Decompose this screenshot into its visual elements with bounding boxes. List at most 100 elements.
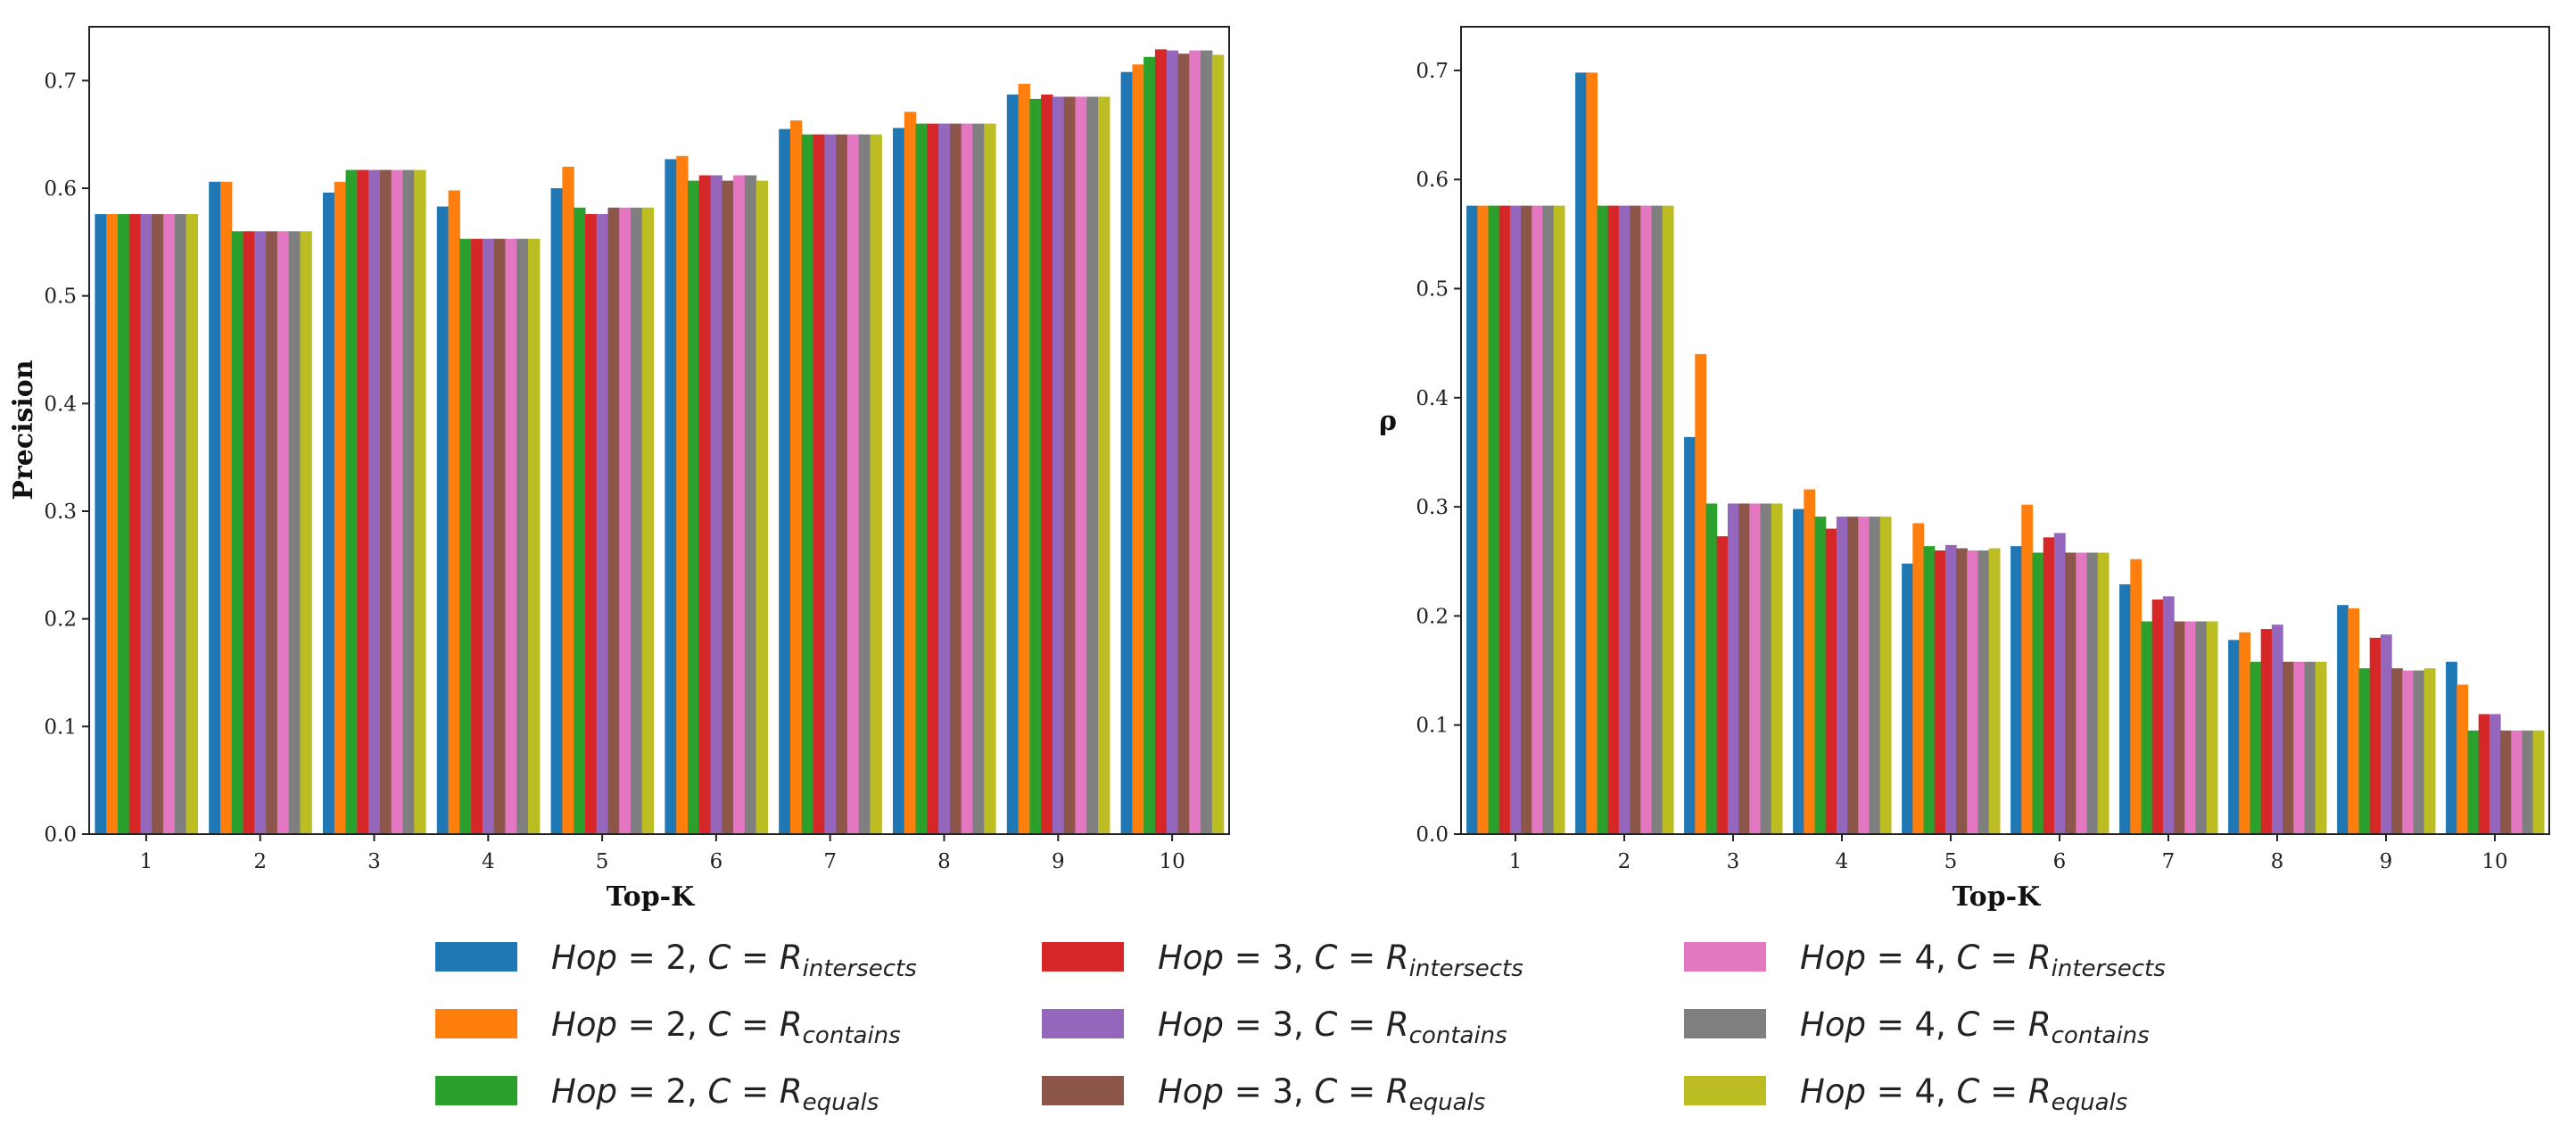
bar-precision-k7-series4: [813, 134, 825, 835]
bar-rho-k1-series5: [1509, 205, 1522, 834]
bar-rho-k5-series5: [1944, 544, 1957, 834]
y-tick-label: 0.1: [1416, 715, 1449, 738]
y-tick-label: 0.3: [44, 500, 77, 524]
y-tick-label: 0.6: [1416, 169, 1449, 192]
bar-rho-k1-series3: [1488, 205, 1500, 834]
bar-precision-k4-series6: [493, 238, 507, 835]
bar-rho-k5-series1: [1902, 563, 1913, 834]
bar-precision-k6-series5: [710, 175, 722, 834]
bar-rho-k7-series5: [2162, 596, 2175, 834]
bar-precision-k9-series4: [1041, 95, 1053, 834]
legend-swatch: [1684, 1009, 1766, 1038]
bar-rho-k10-series1: [2446, 661, 2457, 834]
bar-rho-k9-series8: [2413, 670, 2425, 834]
bar-precision-k2-series5: [254, 231, 267, 834]
bar-rho-k9-series1: [2337, 605, 2349, 834]
bar-precision-k3-series3: [345, 170, 358, 835]
bar-rho-k5-series9: [1988, 548, 2001, 834]
bar-rho-k5-series6: [1956, 548, 1968, 834]
bar-rho-k8-series1: [2228, 640, 2240, 834]
plot-frame: [88, 26, 1230, 835]
bar-rho-k4-series5: [1836, 517, 1848, 834]
x-tick-label: 10: [2481, 850, 2507, 873]
bar-precision-k2-series4: [243, 231, 255, 834]
bar-precision-k2-series7: [277, 231, 290, 834]
bar-precision-k6-series6: [722, 180, 734, 835]
bar-precision-k5-series2: [562, 166, 574, 834]
y-tick-label: 0.0: [44, 823, 77, 847]
bar-precision-k5-series4: [584, 213, 598, 834]
y-tick-label: 0.7: [44, 70, 77, 93]
bar-rho-k6-series7: [2076, 552, 2088, 834]
bar-precision-k10-series7: [1189, 50, 1201, 835]
bar-precision-k2-series3: [231, 231, 244, 834]
bar-rho-k4-series9: [1879, 517, 1892, 834]
bar-rho-k3-series1: [1684, 436, 1696, 834]
bar-precision-k1-series9: [186, 213, 199, 834]
y-tick-label: 0.0: [1416, 823, 1449, 847]
bar-precision-k2-series2: [219, 181, 233, 834]
bar-precision-k9-series5: [1052, 96, 1065, 835]
bar-rho-k2-series8: [1651, 205, 1664, 834]
plot-frame: [1460, 26, 2550, 835]
bar-rho-k3-series2: [1695, 353, 1707, 834]
legend-swatch: [1042, 1009, 1124, 1038]
y-tick-label: 0.5: [1416, 278, 1449, 302]
x-tick-label: 6: [710, 850, 723, 873]
bar-precision-k5-series1: [550, 188, 563, 834]
bar-rho-k9-series9: [2423, 668, 2436, 834]
bar-precision-k10-series9: [1211, 54, 1225, 835]
bar-precision-k9-series9: [1098, 96, 1110, 835]
legend-swatch: [1684, 942, 1766, 972]
bar-precision-k3-series6: [379, 170, 392, 835]
y-tick-label: 0.1: [44, 715, 77, 739]
bar-rho-k4-series4: [1825, 528, 1837, 834]
bar-rho-k2-series3: [1597, 205, 1609, 834]
bar-rho-k8-series2: [2239, 632, 2251, 834]
bar-precision-k2-series1: [209, 181, 221, 834]
bar-precision-k2-series6: [266, 231, 278, 834]
bar-precision-k8-series8: [972, 123, 985, 835]
x-axis-title: Top-K: [1953, 881, 2041, 913]
bar-rho-k6-series4: [2043, 537, 2055, 834]
bar-rho-k6-series3: [2032, 552, 2044, 834]
rho-chart: 0.0 0.1 0.2 0.3 0.4 0.5 0.6 0.7 1 2 3 4 5 6 7 8 9 10 Top-K…: [1379, 26, 2550, 913]
bar-rho-k4-series3: [1814, 517, 1827, 834]
bar-precision-k8-series3: [915, 123, 928, 835]
bar-rho-k8-series5: [2271, 624, 2283, 834]
bar-rho-k9-series2: [2348, 608, 2360, 834]
bar-rho-k8-series8: [2304, 661, 2316, 834]
x-tick-label: 7: [823, 850, 837, 873]
x-tick-label: 1: [1509, 850, 1523, 873]
legend-swatch: [435, 942, 517, 972]
y-tick-label: 0.4: [1416, 387, 1449, 410]
legend-swatch: [1042, 942, 1124, 972]
bar-rho-k7-series9: [2206, 621, 2218, 834]
y-tick-label: 0.6: [44, 178, 77, 201]
bar-rho-k6-series5: [2053, 533, 2066, 834]
bar-precision-k7-series6: [836, 134, 848, 835]
bar-precision-k7-series2: [789, 120, 803, 835]
x-tick-label: 9: [1052, 850, 1065, 873]
bar-precision-k3-series8: [402, 170, 415, 835]
bar-rho-k3-series5: [1727, 503, 1739, 834]
bar-precision-k5-series3: [574, 207, 586, 835]
bar-rho-k2-series1: [1575, 72, 1587, 835]
legend-swatch: [435, 1009, 517, 1038]
x-tick-label: 5: [596, 850, 609, 873]
bar-precision-k5-series7: [619, 207, 632, 835]
bar-rho-k4-series6: [1847, 517, 1859, 834]
bar-precision-k5-series9: [641, 207, 655, 835]
bar-rho-k7-series3: [2141, 621, 2153, 834]
bar-precision-k1-series2: [106, 213, 119, 834]
bar-precision-k8-series1: [892, 128, 905, 834]
x-tick-label: 1: [140, 850, 153, 873]
bar-rho-k1-series9: [1553, 205, 1565, 834]
bar-precision-k7-series9: [870, 134, 882, 835]
x-tick-label: 8: [2271, 850, 2284, 873]
bar-rho-k5-series2: [1912, 523, 1925, 834]
bar-precision-k3-series4: [357, 170, 369, 835]
bar-rho-k6-series9: [2097, 552, 2110, 834]
bar-rho-k8-series6: [2283, 661, 2294, 834]
